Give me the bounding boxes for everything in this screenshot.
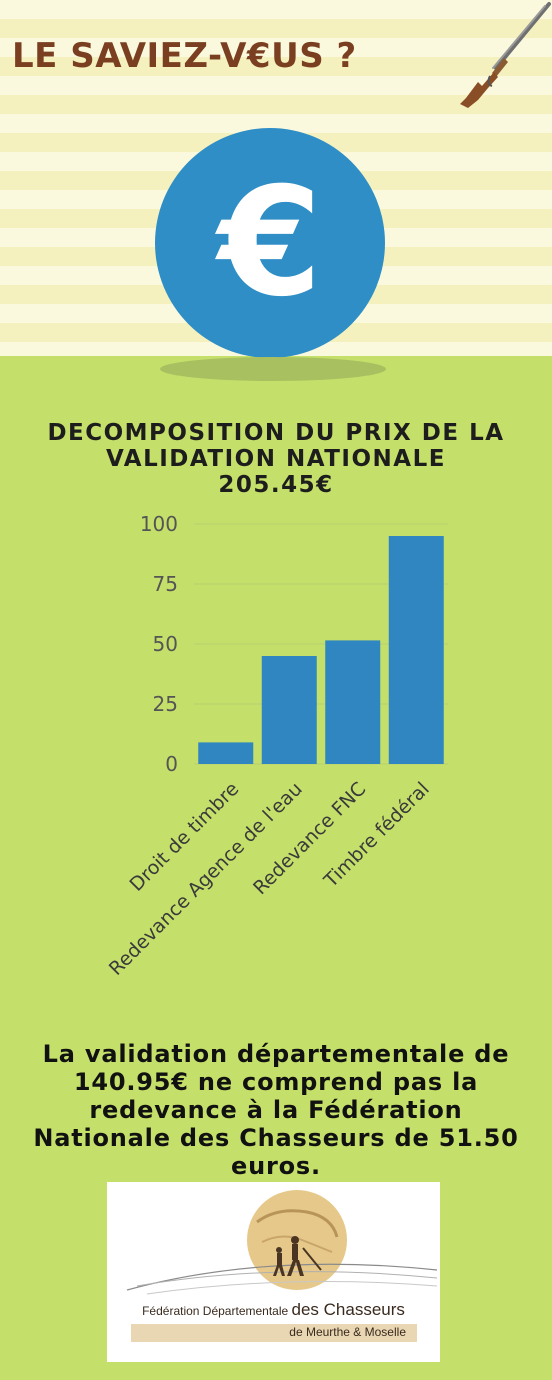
y-tick-label: 0: [165, 752, 178, 776]
note-line4: Nationale des Chasseurs de 51.50: [33, 1124, 519, 1152]
y-tick-label: 75: [153, 572, 178, 596]
logo-org-name: Fédération Départementale des Chasseurs: [107, 1300, 440, 1320]
federation-logo: Fédération Départementale des Chasseurs …: [107, 1182, 440, 1362]
note-line2: 140.95€ ne comprend pas la: [73, 1068, 479, 1096]
y-tick-label: 50: [153, 632, 178, 656]
info-note: La validation départementale de 140.95€ …: [14, 1040, 538, 1180]
bar: [198, 742, 254, 764]
y-tick-label: 25: [153, 692, 178, 716]
y-tick-label: 100: [140, 512, 178, 536]
x-category-label: Redevance FNC: [249, 778, 370, 899]
note-line3: redevance à la Fédération: [89, 1096, 463, 1124]
coin-shadow: [160, 357, 386, 381]
euro-symbol: €: [217, 156, 323, 330]
euro-coin-icon: €: [155, 128, 385, 358]
title-part2: US ?: [271, 36, 357, 76]
rifle-icon: [460, 2, 551, 108]
logo-name-big: des Chasseurs: [291, 1300, 405, 1319]
chart-title-line1: DECOMPOSITION DU PRIX DE LA: [47, 420, 505, 446]
chart-title-line2: VALIDATION NATIONALE: [106, 446, 446, 472]
page-title: LE SAVIEZ-V€US ?: [12, 36, 357, 76]
chart-title-line3: 205.45€: [218, 472, 334, 498]
x-category-label: Droit de timbre: [125, 778, 243, 896]
chart-title: DECOMPOSITION DU PRIX DE LA VALIDATION N…: [10, 420, 542, 498]
note-line5: euros.: [231, 1152, 321, 1180]
bar: [325, 640, 381, 764]
title-euro: €: [246, 36, 272, 76]
logo-region: de Meurthe & Moselle: [289, 1325, 406, 1339]
note-line1: La validation départementale de: [42, 1040, 510, 1068]
bar: [261, 656, 317, 764]
logo-name-small: Fédération Départementale: [142, 1304, 292, 1318]
header-banner: LE SAVIEZ-V€US ? €: [0, 0, 552, 358]
title-part1: LE SAVIEZ-V: [12, 36, 247, 76]
hunters-emblem-icon: [126, 1190, 438, 1295]
bar: [388, 536, 444, 764]
logo-band: [131, 1324, 417, 1342]
